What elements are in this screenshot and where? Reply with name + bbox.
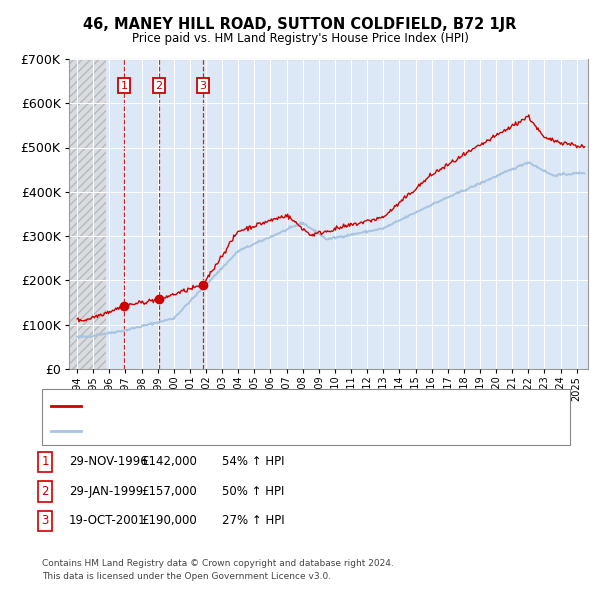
- Bar: [69, 59, 106, 369]
- Text: 46, MANEY HILL ROAD, SUTTON COLDFIELD, B72 1JR (detached house): 46, MANEY HILL ROAD, SUTTON COLDFIELD, B…: [87, 401, 455, 411]
- Text: £157,000: £157,000: [141, 485, 197, 498]
- Text: 29-NOV-1996: 29-NOV-1996: [69, 455, 148, 468]
- Text: £190,000: £190,000: [141, 514, 197, 527]
- Text: 27% ↑ HPI: 27% ↑ HPI: [222, 514, 284, 527]
- Text: 19-OCT-2001: 19-OCT-2001: [69, 514, 146, 527]
- Text: 3: 3: [41, 514, 49, 527]
- Text: 2: 2: [155, 81, 163, 90]
- Text: 54% ↑ HPI: 54% ↑ HPI: [222, 455, 284, 468]
- Text: 46, MANEY HILL ROAD, SUTTON COLDFIELD, B72 1JR: 46, MANEY HILL ROAD, SUTTON COLDFIELD, B…: [83, 17, 517, 31]
- Text: £142,000: £142,000: [141, 455, 197, 468]
- Text: Contains HM Land Registry data © Crown copyright and database right 2024.: Contains HM Land Registry data © Crown c…: [42, 559, 394, 568]
- Text: This data is licensed under the Open Government Licence v3.0.: This data is licensed under the Open Gov…: [42, 572, 331, 581]
- Text: Price paid vs. HM Land Registry's House Price Index (HPI): Price paid vs. HM Land Registry's House …: [131, 32, 469, 45]
- Text: 2: 2: [41, 485, 49, 498]
- Text: 29-JAN-1999: 29-JAN-1999: [69, 485, 143, 498]
- Text: 3: 3: [199, 81, 206, 90]
- Text: 1: 1: [121, 81, 127, 90]
- Text: 1: 1: [41, 455, 49, 468]
- Text: HPI: Average price, detached house, Birmingham: HPI: Average price, detached house, Birm…: [87, 427, 344, 437]
- Text: 50% ↑ HPI: 50% ↑ HPI: [222, 485, 284, 498]
